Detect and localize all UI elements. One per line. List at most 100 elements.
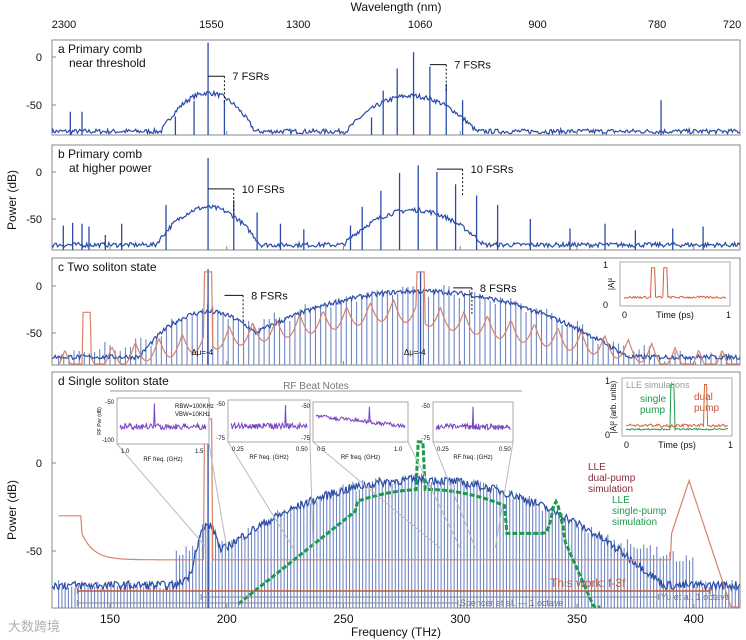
rf-ytick: -50 (301, 404, 310, 410)
y-tick-label: 0 (36, 52, 42, 64)
single-pump-label: single-pump (612, 506, 667, 517)
dual-pump-label: simulation (588, 484, 633, 495)
rf-inset-frame (227, 399, 311, 443)
rf-xlabel: RF freq. (GHz) (341, 455, 380, 461)
wavelength-axis: Wavelength (nm) 2300 1550 1300 1060 900 780 72… (52, 0, 741, 31)
watermark: 大数跨境 (8, 619, 60, 634)
rf-connector (494, 441, 514, 549)
rf-inset: -50 -75 0.5 1.0 RF freq. (GHz) (301, 401, 461, 549)
rf-inset-frame (312, 401, 409, 443)
inset-ytick: 0 (603, 300, 608, 310)
x-tick-label: 400 (684, 612, 704, 626)
rf-beat-notes-label: RF Beat Notes (283, 381, 349, 392)
panel-title: d Single soliton state (58, 374, 169, 388)
wavelength-tick-label: 2300 (52, 19, 76, 31)
single-pump-label: single (640, 394, 667, 405)
wavelength-tick-label: 1550 (199, 19, 223, 31)
panel-subtitle: near threshold (69, 56, 146, 70)
inset-title: LLE simulations (626, 380, 690, 390)
rf-note: RBW=100KHz (175, 404, 214, 410)
y-tick-label: -50 (26, 328, 42, 340)
fsr-label: 7 FSRs (454, 60, 491, 72)
y-tick-label: -50 (26, 214, 42, 226)
y-axis-label-lower: Power (dB) (5, 480, 19, 540)
x-axis-label: Frequency (THz) (351, 625, 441, 639)
inset-ylabel: |A|² (arb. units) (609, 380, 618, 433)
inset-ytick: 1 (605, 376, 610, 386)
rf-note: VBW=10KHz (175, 412, 210, 418)
panel-subtitle: at higher power (69, 161, 152, 175)
span-label: Spencer et al. — 1 octave (460, 598, 564, 608)
rf-ytick: -75 (301, 436, 310, 442)
rf-xtick: 0.50 (296, 447, 308, 453)
single-pump-label: LLE (612, 495, 630, 506)
x-tick-label: 200 (217, 612, 237, 626)
inset-d: 1 0 0 1 Time (ps) |A|² (arb. units) LLE simula… (605, 376, 733, 450)
rf-connector (432, 441, 476, 549)
pulse-trace (626, 384, 729, 429)
rf-ytick: -75 (216, 436, 225, 442)
single-pump-label: simulation (612, 517, 657, 528)
wavelength-tick-label: 780 (648, 19, 666, 31)
rf-xlabel: RF freq. (GHz) (249, 455, 288, 461)
panel-c: 0 -50 c Two soliton state 8 FSRs 8 FSRs Δμ=-4… (26, 257, 741, 366)
dual-pump-label: pump (694, 403, 719, 414)
y-tick-label: 0 (36, 281, 42, 293)
rf-xtick: 1.0 (394, 447, 403, 453)
inset-c: 1 0 0 1 Time (ps) |A|² (603, 260, 731, 320)
panel-d: 0 -50 d Single soliton state 1 0 0 1 Time (ps) |… (26, 371, 741, 626)
rf-xtick: 1.0 (121, 449, 130, 455)
y-tick-label: 0 (36, 458, 42, 470)
dual-pump-label: LLE (588, 462, 606, 473)
y-tick-label: 0 (36, 167, 42, 179)
rf-inset-frame (116, 397, 210, 445)
x-tick-label: 350 (567, 612, 587, 626)
plot-area (52, 418, 740, 608)
inset-xtick: 1 (726, 310, 731, 320)
rf-ylabel: RF Pwr (dB) (97, 407, 103, 435)
rf-xtick: 0.50 (499, 447, 511, 453)
rf-xlabel: RF freq. (GHz) (453, 455, 492, 461)
rf-ytick: -50 (216, 402, 225, 408)
rf-connector (116, 443, 208, 549)
rf-inset: -50 -75 0.25 0.50 RF freq. (GHz) (421, 401, 514, 549)
fsr-label: 8 FSRs (251, 290, 288, 302)
spectrum-trace (52, 287, 740, 362)
fsr-label: 7 FSRs (232, 71, 269, 83)
rf-xlabel: RF freq. (GHz) (143, 457, 182, 463)
rf-ytick: -50 (105, 400, 114, 406)
rf-ytick: -100 (102, 438, 115, 444)
wavelength-tick-label: 720 (723, 19, 741, 31)
span-label: Yu et al. 1 octave (661, 592, 730, 602)
inset-ytick: 1 (603, 260, 608, 270)
inset-ylabel: |A|² (607, 278, 616, 290)
y-axis-label-upper: Power (dB) (5, 170, 19, 230)
fsr-label: 10 FSRs (471, 164, 514, 176)
y-tick-label: -50 (26, 546, 42, 558)
rf-trace (315, 406, 406, 429)
spectrum-trace (52, 475, 740, 592)
x-tick-label: 150 (100, 612, 120, 626)
rf-xtick: 1.5 (195, 449, 204, 455)
y-tick-label: -50 (26, 100, 42, 112)
rf-connector (407, 441, 461, 549)
rf-ytick: -50 (421, 404, 430, 410)
lle-envelope (58, 271, 740, 365)
rf-inset: -50 -75 0.25 0.50 RF freq. (GHz) (216, 399, 314, 549)
rf-connector (309, 441, 314, 549)
single-pump-simulation (237, 440, 601, 608)
inset-xtick: 0 (624, 440, 629, 450)
rf-trace (119, 403, 207, 431)
x-tick-label: 250 (333, 612, 353, 626)
wavelength-tick-label: 1060 (408, 19, 432, 31)
panel-frame (51, 39, 741, 136)
spectrum-trace (52, 89, 740, 135)
lle-envelope (58, 418, 740, 608)
rf-xtick: 0.25 (232, 447, 244, 453)
plot-area (52, 157, 740, 250)
inset-frame (619, 261, 731, 307)
inset-xtick: 1 (728, 440, 733, 450)
